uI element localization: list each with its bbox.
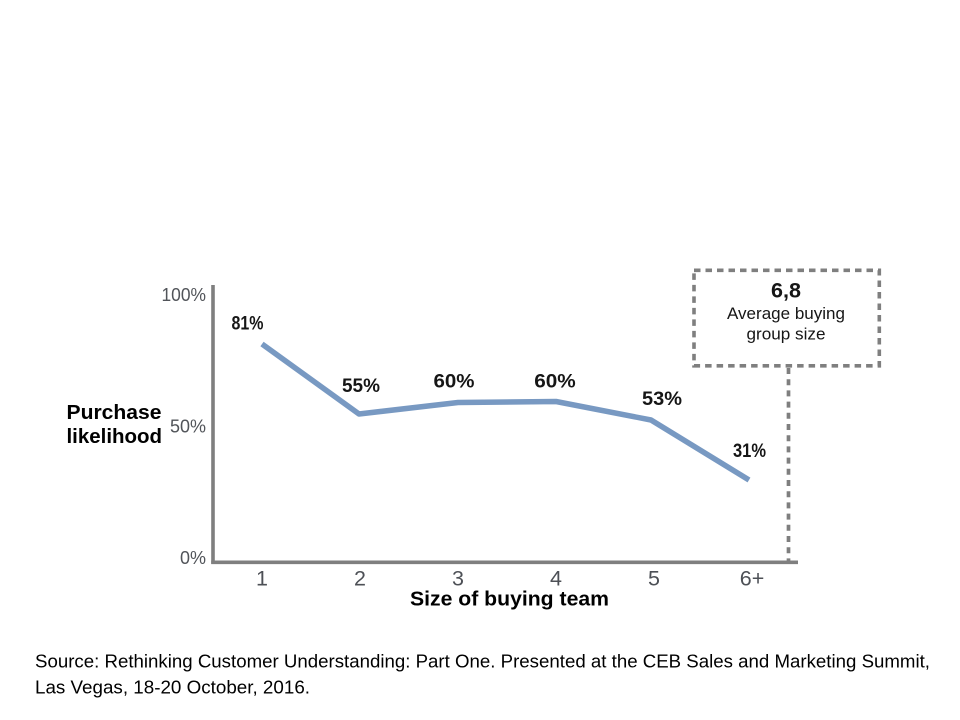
svg-text:5: 5 xyxy=(648,567,660,591)
svg-text:Source: Rethinking Customer Un: Source: Rethinking Customer Understandin… xyxy=(35,651,930,672)
svg-text:100%: 100% xyxy=(162,285,207,305)
svg-text:50%: 50% xyxy=(170,417,206,437)
svg-text:group size: group size xyxy=(747,326,826,344)
svg-text:60%: 60% xyxy=(534,372,576,393)
svg-text:likelihood: likelihood xyxy=(67,426,163,448)
svg-text:Size of buying team: Size of buying team xyxy=(410,589,609,611)
svg-text:53%: 53% xyxy=(642,389,682,410)
svg-text:31%: 31% xyxy=(733,441,766,462)
svg-text:81%: 81% xyxy=(232,314,264,335)
svg-text:Average buying: Average buying xyxy=(727,305,845,323)
svg-text:6,8: 6,8 xyxy=(771,280,801,303)
svg-text:6+: 6+ xyxy=(740,567,765,591)
svg-text:Purchase: Purchase xyxy=(67,402,162,424)
svg-text:55%: 55% xyxy=(342,376,380,397)
svg-text:1: 1 xyxy=(256,567,268,591)
svg-text:Las Vegas, 18-20 October, 2016: Las Vegas, 18-20 October, 2016. xyxy=(35,677,310,698)
svg-text:3: 3 xyxy=(452,567,464,591)
svg-text:0%: 0% xyxy=(180,548,206,568)
svg-text:2: 2 xyxy=(354,567,366,591)
svg-text:60%: 60% xyxy=(434,372,475,393)
svg-text:4: 4 xyxy=(550,567,562,591)
